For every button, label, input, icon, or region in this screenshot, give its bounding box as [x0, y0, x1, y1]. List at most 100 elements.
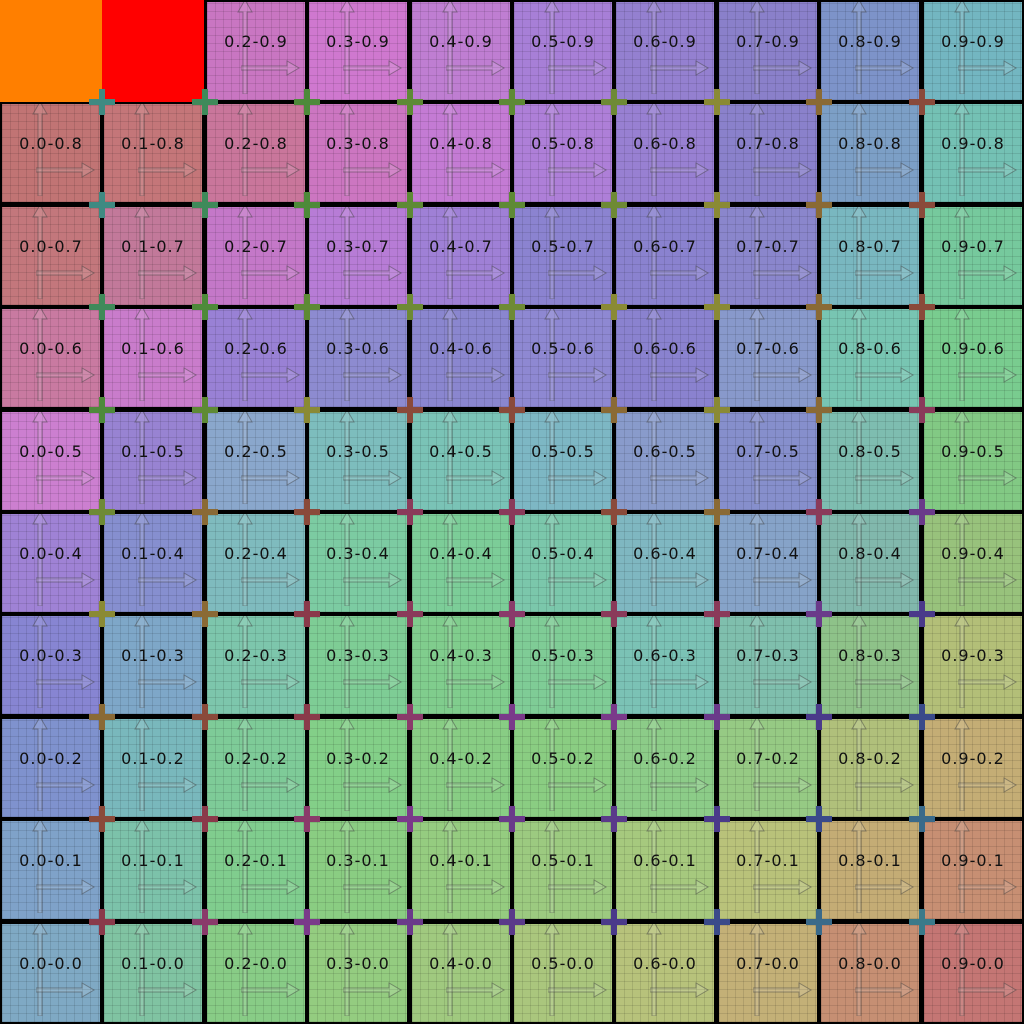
tile-label: 0.8-0.7	[838, 237, 902, 256]
tile-label: 0.6-0.5	[633, 442, 697, 461]
tile-texture	[719, 207, 817, 305]
grid-tile: 0.6-0.1	[616, 821, 714, 919]
tile-label: 0.8-0.6	[838, 339, 902, 358]
tile-texture	[616, 514, 714, 612]
tile-label: 0.5-0.5	[531, 442, 595, 461]
grid-tile: 0.4-0.4	[412, 514, 510, 612]
tile-label: 0.1-0.2	[121, 749, 185, 768]
grid-tile: 0.0-0.2	[2, 719, 100, 817]
tile-texture	[309, 924, 407, 1022]
tile-texture	[207, 719, 305, 817]
tile-label: 0.9-0.7	[941, 237, 1005, 256]
tile-texture	[412, 924, 510, 1022]
grid-tile: 0.1-0.5	[104, 412, 202, 510]
tile-label: 0.8-0.5	[838, 442, 902, 461]
tile-texture	[924, 514, 1022, 612]
tile-texture	[412, 719, 510, 817]
grid-tile: 0.6-0.8	[616, 104, 714, 202]
tile-label: 0.6-0.6	[633, 339, 697, 358]
tile-texture	[924, 104, 1022, 202]
grid-tile: 0.8-0.5	[821, 412, 919, 510]
tile-label: 0.8-0.2	[838, 749, 902, 768]
tile-label: 0.0-0.8	[19, 134, 83, 153]
tile-texture	[207, 616, 305, 714]
tile-texture	[2, 924, 100, 1022]
tile-texture	[821, 719, 919, 817]
tile-label: 0.6-0.4	[633, 544, 697, 563]
grid-tile: 0.8-0.9	[821, 2, 919, 100]
grid-tile: 0.9-0.0	[924, 924, 1022, 1022]
tile-label: 0.4-0.4	[429, 544, 493, 563]
grid-tile: 0.6-0.4	[616, 514, 714, 612]
tile-texture	[821, 309, 919, 407]
tile-texture	[104, 104, 202, 202]
grid-tile: 0.3-0.9	[309, 2, 407, 100]
tile-label: 0.0-0.5	[19, 442, 83, 461]
tile-texture	[412, 616, 510, 714]
tile-label: 0.3-0.5	[326, 442, 390, 461]
grid-tile: 0.3-0.2	[309, 719, 407, 817]
tile-texture	[514, 514, 612, 612]
grid-tile: 0.1-0.3	[104, 616, 202, 714]
tile-texture	[514, 719, 612, 817]
grid-tile: 0.2-0.9	[207, 2, 305, 100]
tile-texture	[821, 2, 919, 100]
grid-tile: 0.6-0.3	[616, 616, 714, 714]
tile-texture	[412, 821, 510, 919]
tile-label: 0.9-0.9	[941, 32, 1005, 51]
tile-label: 0.4-0.6	[429, 339, 493, 358]
tile-label: 0.7-0.8	[736, 134, 800, 153]
grid-tile: 0.7-0.7	[719, 207, 817, 305]
tile-texture	[309, 104, 407, 202]
tile-label: 0.9-0.8	[941, 134, 1005, 153]
grid-tile: 0.5-0.2	[514, 719, 612, 817]
tile-label: 0.6-0.9	[633, 32, 697, 51]
tile-label: 0.3-0.0	[326, 954, 390, 973]
tile-label: 0.0-0.0	[19, 954, 83, 973]
grid-tile: 0.9-0.3	[924, 616, 1022, 714]
tile-texture	[2, 309, 100, 407]
tile-texture	[616, 616, 714, 714]
tile-texture	[412, 309, 510, 407]
grid-tile: 0.7-0.3	[719, 616, 817, 714]
tile-label: 0.8-0.9	[838, 32, 902, 51]
tile-label: 0.7-0.9	[736, 32, 800, 51]
tile-texture	[924, 309, 1022, 407]
grid-tile: 0.5-0.0	[514, 924, 612, 1022]
tile-label: 0.9-0.3	[941, 646, 1005, 665]
tile-texture	[924, 821, 1022, 919]
grid-tile: 0.9-0.6	[924, 309, 1022, 407]
tile-texture	[104, 309, 202, 407]
tile-label: 0.1-0.7	[121, 237, 185, 256]
grid-tile: 0.2-0.7	[207, 207, 305, 305]
tile-texture	[719, 2, 817, 100]
grid-tile: 0.6-0.5	[616, 412, 714, 510]
grid-tile: 0.3-0.3	[309, 616, 407, 714]
grid-tile: 0.4-0.7	[412, 207, 510, 305]
grid-tile: 0.5-0.3	[514, 616, 612, 714]
grid-tile: 0.7-0.5	[719, 412, 817, 510]
tile-texture	[104, 616, 202, 714]
tile-label: 0.7-0.3	[736, 646, 800, 665]
tile-texture	[207, 412, 305, 510]
tile-label: 0.3-0.8	[326, 134, 390, 153]
tile-label: 0.5-0.1	[531, 851, 595, 870]
grid-tile: 0.9-0.1	[924, 821, 1022, 919]
tile-texture	[412, 207, 510, 305]
tile-texture	[719, 719, 817, 817]
grid-tile: 0.5-0.4	[514, 514, 612, 612]
tile-label: 0.3-0.6	[326, 339, 390, 358]
tile-texture	[514, 412, 612, 510]
tile-texture	[924, 719, 1022, 817]
tile-label: 0.1-0.8	[121, 134, 185, 153]
tile-texture	[514, 309, 612, 407]
tile-label: 0.5-0.9	[531, 32, 595, 51]
tile-texture	[309, 616, 407, 714]
grid-tile: 0.0-0.0	[2, 924, 100, 1022]
grid-tile: 0.8-0.0	[821, 924, 919, 1022]
tile-texture	[924, 924, 1022, 1022]
tile-texture	[207, 309, 305, 407]
grid-tile: 0.6-0.6	[616, 309, 714, 407]
tile-label: 0.8-0.1	[838, 851, 902, 870]
grid-tile: 0.2-0.4	[207, 514, 305, 612]
